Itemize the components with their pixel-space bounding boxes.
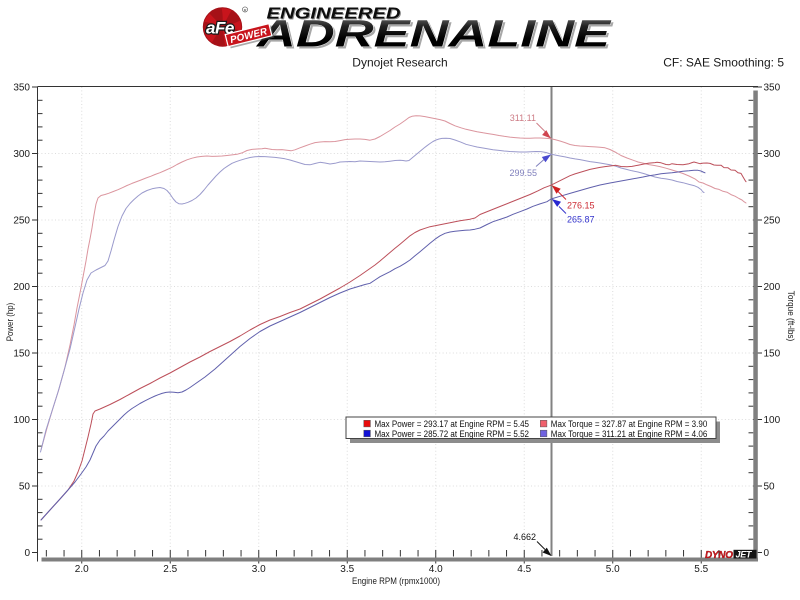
svg-text:200: 200 xyxy=(13,282,30,293)
svg-text:3.5: 3.5 xyxy=(340,564,354,575)
svg-text:350: 350 xyxy=(13,83,30,94)
svg-text:300: 300 xyxy=(13,149,30,160)
svg-text:3.0: 3.0 xyxy=(252,564,266,575)
svg-text:265.87: 265.87 xyxy=(567,215,595,225)
svg-text:311.11: 311.11 xyxy=(510,113,536,123)
svg-text:CF: SAE Smoothing: 5: CF: SAE Smoothing: 5 xyxy=(663,56,784,70)
svg-text:150: 150 xyxy=(764,349,781,360)
svg-text:5.0: 5.0 xyxy=(606,564,620,575)
svg-text:Max Power = 293.17 at Engi: Max Power = 293.17 at Engine RPM = 5.45 xyxy=(375,419,530,429)
svg-text:100: 100 xyxy=(764,415,781,426)
svg-text:Max Torque = 327.87 at Eng: Max Torque = 327.87 at Engine RPM = 3.90 xyxy=(551,419,708,429)
svg-text:0: 0 xyxy=(764,548,770,559)
svg-text:Torque (ft-lbs): Torque (ft-lbs) xyxy=(785,291,796,342)
svg-text:0: 0 xyxy=(24,548,30,559)
svg-text:200: 200 xyxy=(764,282,781,293)
svg-text:ADRENALINE: ADRENALINE xyxy=(258,16,615,58)
svg-text:Power (hp): Power (hp) xyxy=(5,303,16,342)
svg-text:ENGINEERED: ENGINEERED xyxy=(268,7,402,24)
svg-text:DYNO: DYNO xyxy=(705,550,733,561)
svg-text:299.55: 299.55 xyxy=(509,168,537,178)
svg-text:250: 250 xyxy=(764,216,781,227)
svg-text:JET: JET xyxy=(736,550,753,560)
svg-text:250: 250 xyxy=(13,216,30,227)
svg-text:4.0: 4.0 xyxy=(429,564,443,575)
svg-text:150: 150 xyxy=(13,349,30,360)
svg-text:2.0: 2.0 xyxy=(75,564,89,575)
svg-text:Max Power = 285.72 at Engi: Max Power = 285.72 at Engine RPM = 5.52 xyxy=(375,429,530,439)
svg-text:300: 300 xyxy=(764,149,781,160)
svg-text:350: 350 xyxy=(764,83,781,94)
svg-text:5.5: 5.5 xyxy=(694,564,708,575)
svg-text:Engine RPM (rpmx1000): Engine RPM (rpmx1000) xyxy=(352,576,440,587)
svg-text:ENGINEERED: ENGINEERED xyxy=(267,6,401,23)
svg-text:2.5: 2.5 xyxy=(163,564,177,575)
svg-text:ADRENALINE: ADRENALINE xyxy=(256,14,613,56)
svg-text:276.15: 276.15 xyxy=(567,201,595,211)
svg-text:50: 50 xyxy=(764,482,776,493)
svg-text:4.662: 4.662 xyxy=(513,532,536,542)
svg-text:Max Torque = 311.21 at Eng: Max Torque = 311.21 at Engine RPM = 4.06 xyxy=(551,429,708,439)
svg-text:100: 100 xyxy=(13,415,30,426)
svg-text:4.5: 4.5 xyxy=(517,564,531,575)
svg-text:Dynojet Research: Dynojet Research xyxy=(352,56,447,70)
svg-text:R: R xyxy=(244,7,247,12)
svg-text:50: 50 xyxy=(19,482,31,493)
